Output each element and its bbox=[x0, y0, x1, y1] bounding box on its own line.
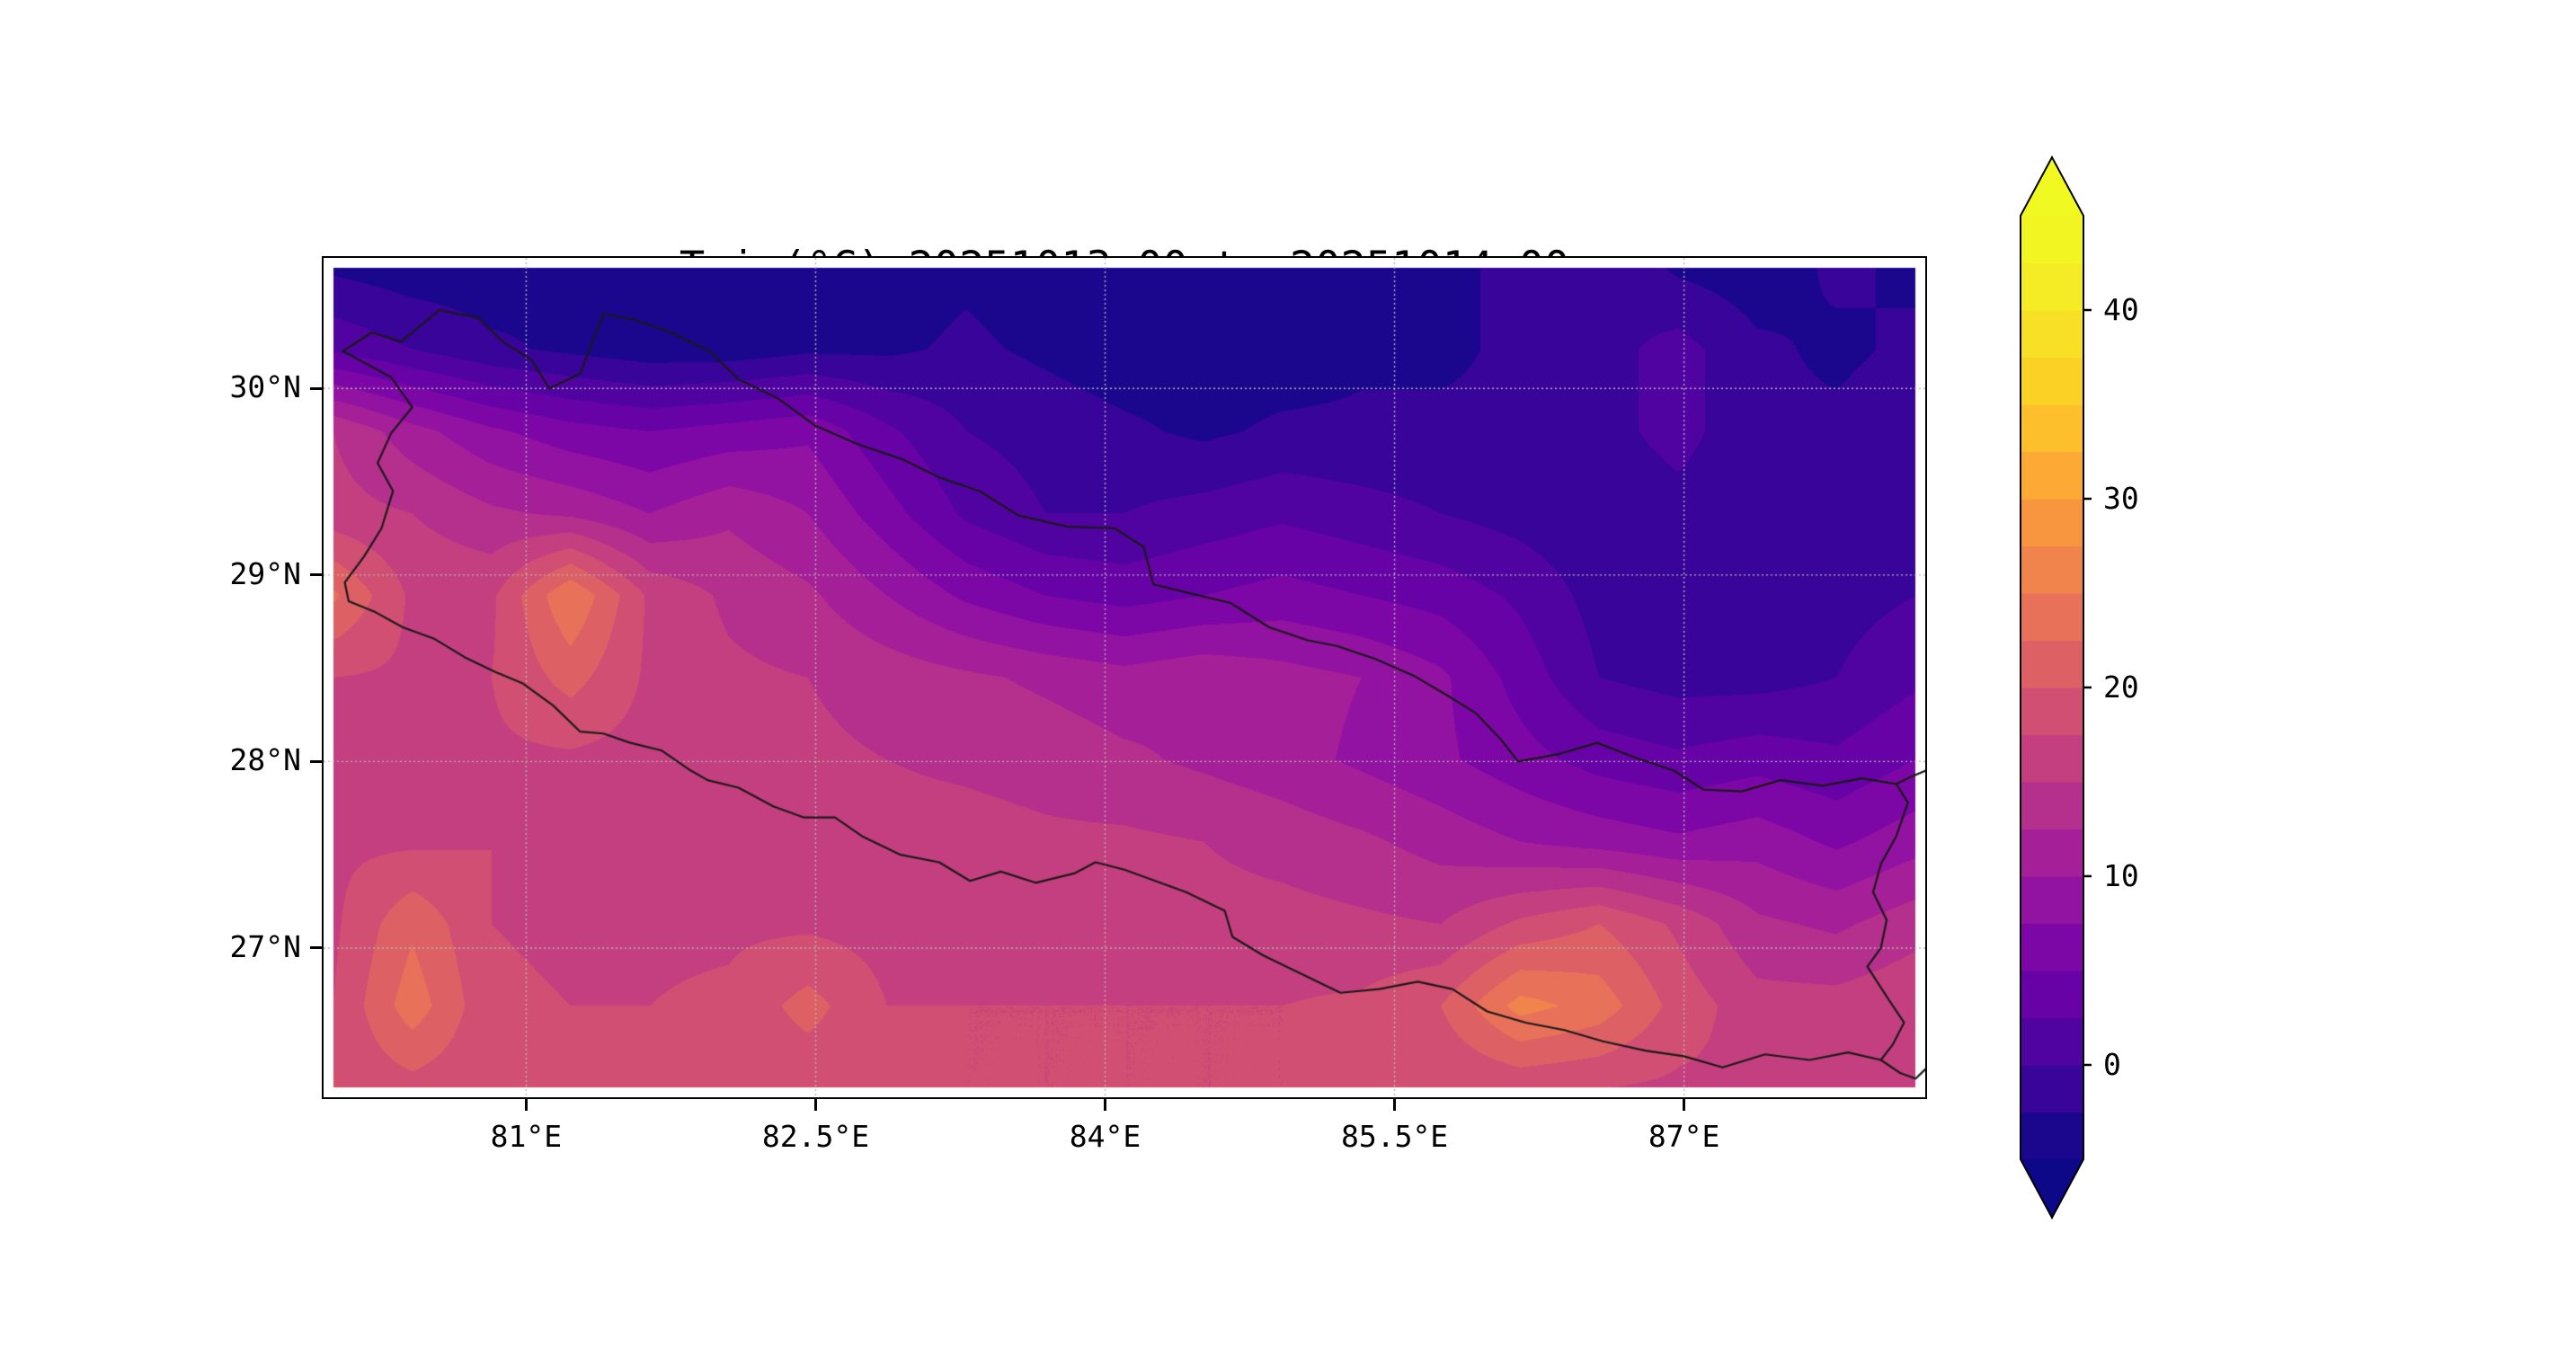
colorbar-tick-label: 30 bbox=[2103, 481, 2139, 516]
colorbar-band bbox=[2021, 782, 2083, 830]
x-axis-tick-mark bbox=[1393, 1099, 1397, 1111]
colorbar-band bbox=[2021, 310, 2083, 359]
colorbar-tick-label: 20 bbox=[2103, 670, 2139, 705]
x-axis-tick-label: 81°E bbox=[490, 1119, 563, 1154]
y-axis-tick-label: 29°N bbox=[229, 555, 301, 591]
x-axis-tick-mark bbox=[813, 1099, 817, 1111]
colorbar-band bbox=[2021, 971, 2083, 1019]
colorbar-band bbox=[2021, 357, 2083, 405]
colorbar-outline bbox=[2020, 155, 2084, 1220]
y-axis-tick-label: 27°N bbox=[229, 928, 301, 964]
colorbar-band bbox=[2021, 499, 2083, 547]
colorbar-band bbox=[2021, 923, 2083, 971]
colorbar-tick-label: 10 bbox=[2103, 858, 2139, 893]
y-axis-tick-label: 30°N bbox=[229, 369, 301, 405]
x-axis-tick-mark bbox=[524, 1099, 528, 1111]
y-axis-tick-mark bbox=[310, 573, 322, 577]
colorbar-band bbox=[2021, 404, 2083, 453]
x-axis-tick-label: 85.5°E bbox=[1340, 1119, 1449, 1154]
y-axis-tick-label: 28°N bbox=[229, 742, 301, 778]
colorbar-band bbox=[2021, 829, 2083, 877]
x-axis-tick-label: 84°E bbox=[1069, 1119, 1141, 1154]
y-axis-tick-mark bbox=[310, 946, 322, 950]
colorbar-band bbox=[2021, 593, 2083, 642]
colorbar-band bbox=[2021, 216, 2083, 264]
colorbar-top-arrow bbox=[2021, 157, 2083, 216]
x-axis-tick-label: 87°E bbox=[1648, 1119, 1720, 1154]
colorbar-band bbox=[2021, 1112, 2083, 1160]
colorbar-tick-label: 40 bbox=[2103, 292, 2139, 327]
colorbar-bottom-arrow bbox=[2021, 1159, 2083, 1218]
colorbar-band bbox=[2021, 545, 2083, 594]
x-axis-tick-label: 82.5°E bbox=[761, 1119, 870, 1154]
map-plot-area bbox=[322, 256, 1927, 1099]
colorbar-band bbox=[2021, 262, 2083, 311]
colorbar-band bbox=[2021, 876, 2083, 925]
temperature-field-canvas bbox=[324, 258, 1925, 1097]
y-axis-tick-mark bbox=[310, 386, 322, 390]
colorbar-band bbox=[2021, 640, 2083, 688]
colorbar-band bbox=[2021, 734, 2083, 783]
colorbar-band bbox=[2021, 1017, 2083, 1066]
colorbar-tick-label: 0 bbox=[2103, 1047, 2121, 1082]
x-axis-tick-mark bbox=[1683, 1099, 1686, 1111]
colorbar: 0 10 20 30 40 bbox=[2020, 155, 2139, 1220]
colorbar-band bbox=[2021, 1065, 2083, 1113]
colorbar-band bbox=[2021, 451, 2083, 500]
x-axis-tick-mark bbox=[1104, 1099, 1107, 1111]
colorbar-band bbox=[2021, 687, 2083, 736]
y-axis-tick-mark bbox=[310, 759, 322, 763]
